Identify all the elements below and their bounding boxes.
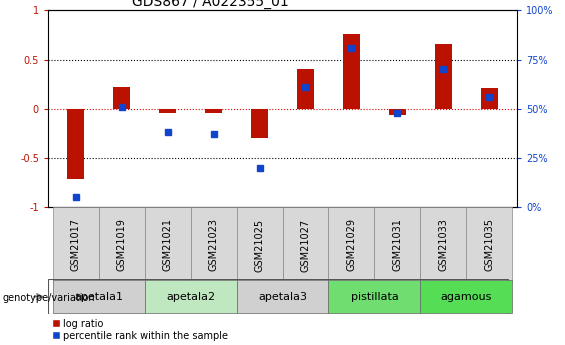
Bar <box>145 207 190 283</box>
Bar <box>328 280 420 313</box>
Bar <box>237 280 328 313</box>
Text: GSM21033: GSM21033 <box>438 218 449 272</box>
Bar <box>420 280 512 313</box>
Bar <box>420 207 466 283</box>
Bar <box>466 207 512 283</box>
Bar <box>237 207 282 283</box>
Text: GSM21025: GSM21025 <box>254 218 264 272</box>
Bar <box>145 280 237 313</box>
Bar <box>53 207 99 283</box>
Text: agamous: agamous <box>441 292 492 302</box>
Text: apetala2: apetala2 <box>166 292 215 302</box>
Text: GSM21017: GSM21017 <box>71 218 81 272</box>
Bar <box>297 69 314 109</box>
Text: genotype/variation: genotype/variation <box>3 294 95 303</box>
Bar <box>389 109 406 115</box>
Text: GSM21019: GSM21019 <box>116 218 127 272</box>
Bar <box>113 87 131 109</box>
Text: GSM21023: GSM21023 <box>208 218 219 272</box>
Bar <box>251 109 268 138</box>
Text: GSM21021: GSM21021 <box>163 218 172 272</box>
Legend: log ratio, percentile rank within the sample: log ratio, percentile rank within the sa… <box>53 319 228 341</box>
Text: GSM21029: GSM21029 <box>346 218 357 272</box>
Bar <box>481 88 498 109</box>
Bar <box>67 109 84 179</box>
Text: pistillata: pistillata <box>350 292 398 302</box>
Bar <box>343 34 360 109</box>
Bar <box>190 207 237 283</box>
Bar <box>434 44 452 109</box>
Text: GDS867 / A022355_01: GDS867 / A022355_01 <box>132 0 289 9</box>
Bar <box>328 207 375 283</box>
Text: apetala1: apetala1 <box>74 292 123 302</box>
Bar <box>99 207 145 283</box>
Text: GSM21035: GSM21035 <box>484 218 494 272</box>
Text: apetala3: apetala3 <box>258 292 307 302</box>
Text: GSM21027: GSM21027 <box>301 218 311 272</box>
Bar <box>282 207 328 283</box>
Bar <box>375 207 420 283</box>
Bar <box>205 109 222 112</box>
Bar <box>159 109 176 112</box>
Bar <box>53 280 145 313</box>
Text: GSM21031: GSM21031 <box>393 218 402 272</box>
